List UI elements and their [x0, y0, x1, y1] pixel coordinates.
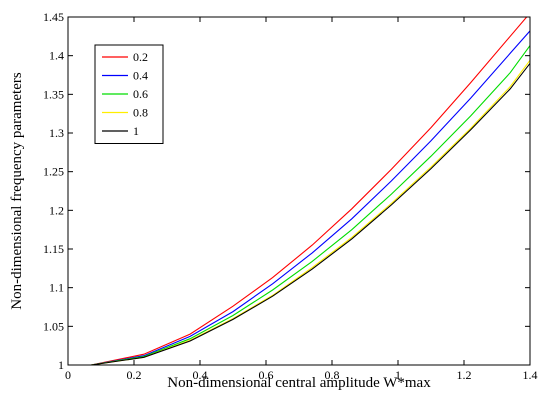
x-tick-label: 0.6	[259, 368, 274, 382]
x-tick-label: 1	[395, 368, 401, 382]
y-tick-label: 1.35	[43, 87, 64, 101]
y-tick-label: 1	[58, 358, 64, 372]
series-line-4	[91, 63, 530, 365]
y-axis: 1 1.05 1.1 1.15 1.2 1.25 1.3 1.35 1.4 1.45	[43, 10, 530, 372]
y-tick-label: 1.2	[49, 203, 64, 217]
legend-label-3: 0.8	[133, 106, 148, 120]
y-tick-label: 1.15	[43, 242, 64, 256]
series-line-2	[91, 45, 530, 365]
y-tick-label: 1.4	[49, 49, 64, 63]
legend-label-0: 0.2	[133, 50, 148, 64]
legend-label-1: 0.4	[133, 69, 148, 83]
x-tick-label: 1.2	[457, 368, 472, 382]
series-layer	[90, 17, 530, 365]
x-tick-label: 0	[65, 368, 71, 382]
y-axis-title: Non-dimensional frequency parameters	[9, 72, 25, 310]
x-tick-label: 0.2	[127, 368, 142, 382]
y-tick-label: 1.25	[43, 165, 64, 179]
y-tick-label: 1.3	[49, 126, 64, 140]
y-tick-label: 1.1	[49, 281, 64, 295]
x-axis: 0 0.2 0.4 0.6 0.8 1 1.2 1.4	[65, 17, 538, 382]
series-line-1	[91, 30, 530, 365]
series-line-3	[91, 59, 530, 365]
legend: 0.2 0.4 0.6 0.8 1	[94, 44, 164, 144]
y-tick-label: 1.45	[43, 10, 64, 24]
legend-label-4: 1	[133, 124, 139, 138]
series-line-0	[90, 17, 528, 365]
x-tick-label: 0.8	[325, 368, 340, 382]
x-tick-label: 1.4	[523, 368, 538, 382]
x-tick-label: 0.4	[193, 368, 208, 382]
plot-frame	[67, 16, 531, 366]
y-tick-label: 1.05	[43, 319, 64, 333]
legend-label-2: 0.6	[133, 87, 148, 101]
x-axis-title: Non-dimensional central amplitude W*max	[167, 375, 431, 391]
